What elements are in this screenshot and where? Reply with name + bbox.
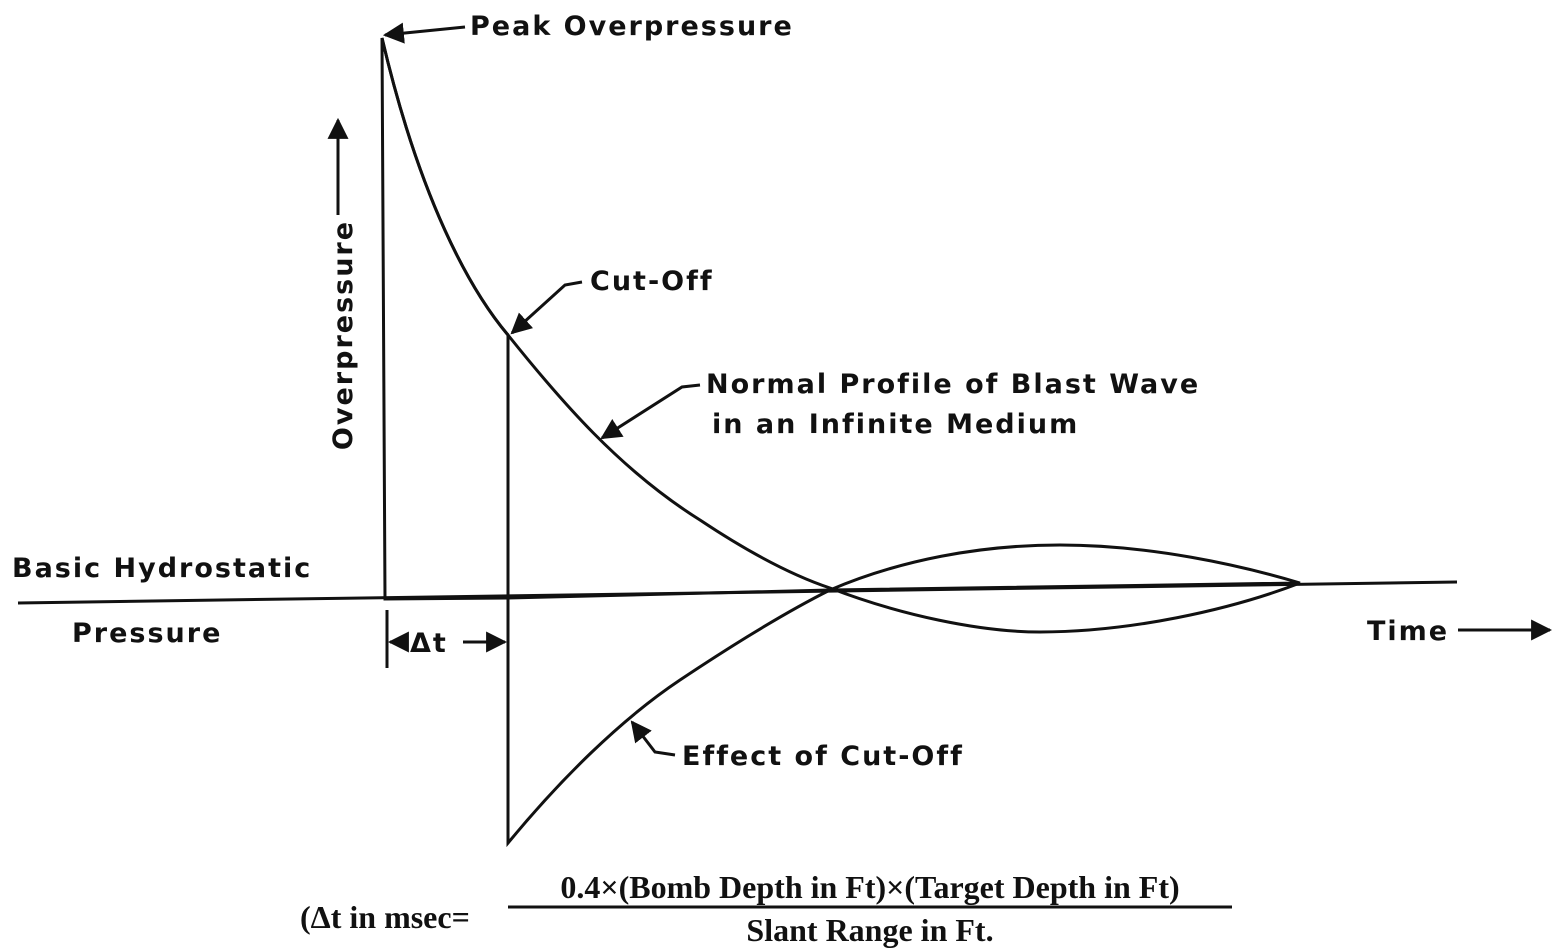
- peak-label: Peak Overpressure: [470, 11, 794, 42]
- cut-off-leader: [510, 280, 583, 335]
- effect-label: Effect of Cut-Off: [682, 741, 964, 772]
- cut-off-fill: [506, 588, 831, 848]
- dt-label: Δt: [410, 628, 448, 659]
- cut-off-label: Cut-Off: [590, 266, 714, 297]
- effect-leader: [630, 720, 676, 757]
- peak-leader: [382, 22, 466, 44]
- hydrostatic-label: Basic Hydrostatic: [12, 553, 312, 584]
- positive-arc-fill: [829, 543, 1301, 592]
- baseline: [17, 580, 1458, 605]
- blast-curve: [380, 37, 1301, 634]
- hydrostatic-label: Pressure: [72, 618, 222, 649]
- formula-numerator: 0.4×(Bomb Depth in Ft)×(Target Depth in …: [560, 869, 1179, 905]
- positive-phase-fill: [380, 37, 510, 601]
- profile-leader: [600, 383, 701, 440]
- profile-label: in an Infinite Medium: [712, 409, 1079, 440]
- formula-denominator: Slant Range in Ft.: [746, 912, 993, 948]
- y-axis-label: Overpressure: [328, 220, 359, 450]
- profile-label: Normal Profile of Blast Wave: [706, 369, 1200, 400]
- formula-lhs: (Δt in msec=: [300, 899, 470, 935]
- time-label: Time: [1367, 616, 1449, 647]
